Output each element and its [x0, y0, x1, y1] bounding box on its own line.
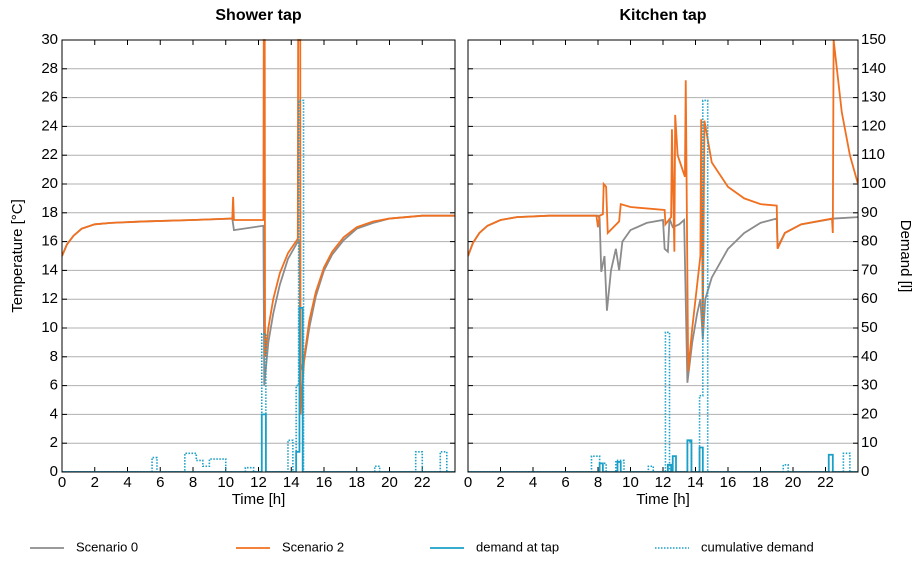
y-tick-label: 26	[41, 89, 58, 106]
y-tick-label: 22	[41, 146, 58, 163]
y2-tick-label: 70	[861, 261, 878, 278]
x-tick-label: 0	[464, 474, 472, 491]
y2-axis-label: Demand [l]	[897, 220, 914, 293]
x-tick-label: 12	[655, 474, 672, 491]
y-tick-label: 10	[41, 319, 58, 336]
x-tick-label: 2	[91, 474, 99, 491]
y2-tick-label: 30	[861, 377, 878, 394]
y2-tick-label: 100	[861, 175, 886, 192]
x-tick-label: 8	[189, 474, 197, 491]
y-tick-label: 4	[50, 405, 58, 422]
x-tick-label: 6	[156, 474, 164, 491]
plot-frame	[467, 39, 859, 473]
panel-title: Shower tap	[215, 7, 301, 24]
y-tick-label: 30	[41, 31, 58, 48]
x-tick-label: 10	[622, 474, 639, 491]
x-tick-label: 18	[348, 474, 365, 491]
x-tick-label: 20	[381, 474, 398, 491]
y2-tick-label: 120	[861, 117, 886, 134]
y-tick-label: 16	[41, 233, 58, 250]
x-tick-label: 18	[752, 474, 769, 491]
y-tick-label: 28	[41, 60, 58, 77]
x-tick-label: 8	[594, 474, 602, 491]
x-tick-label: 12	[250, 474, 267, 491]
series-line	[62, 99, 455, 472]
y2-tick-label: 110	[861, 146, 885, 163]
y2-tick-label: 130	[861, 89, 886, 106]
x-tick-label: 20	[785, 474, 802, 491]
x-tick-label: 4	[529, 474, 537, 491]
y2-tick-label: 60	[861, 290, 878, 307]
y2-tick-label: 20	[861, 405, 878, 422]
x-axis-label: Time [h]	[232, 491, 286, 508]
series-line	[468, 39, 858, 372]
x-tick-label: 22	[817, 474, 834, 491]
y2-tick-label: 10	[861, 434, 878, 451]
x-tick-label: 4	[123, 474, 131, 491]
legend-label: Scenario 2	[282, 539, 344, 554]
legend-label: demand at tap	[476, 539, 559, 554]
legend-label: Scenario 0	[76, 539, 138, 554]
y-tick-label: 6	[50, 377, 58, 394]
y2-tick-label: 140	[861, 60, 886, 77]
x-tick-label: 14	[283, 474, 300, 491]
y-tick-label: 0	[50, 463, 58, 480]
y-tick-label: 20	[41, 175, 58, 192]
x-tick-label: 0	[58, 474, 66, 491]
x-tick-label: 10	[217, 474, 234, 491]
x-tick-label: 14	[687, 474, 704, 491]
y2-tick-label: 40	[861, 348, 878, 365]
y-tick-label: 24	[41, 117, 58, 134]
x-axis-label: Time [h]	[636, 491, 690, 508]
series-line	[468, 439, 858, 472]
y2-tick-label: 90	[861, 204, 878, 221]
legend-label: cumulative demand	[701, 539, 814, 554]
y-tick-label: 14	[41, 261, 58, 278]
y2-tick-label: 0	[861, 463, 869, 480]
series-line	[468, 99, 858, 472]
y2-tick-label: 80	[861, 233, 878, 250]
x-tick-label: 16	[720, 474, 737, 491]
x-tick-label: 16	[316, 474, 333, 491]
y-tick-label: 8	[50, 348, 58, 365]
x-tick-label: 2	[496, 474, 504, 491]
panel-title: Kitchen tap	[619, 7, 706, 24]
series-line	[62, 306, 455, 472]
x-tick-label: 22	[414, 474, 431, 491]
y-tick-label: 2	[50, 434, 58, 451]
y-tick-label: 18	[41, 204, 58, 221]
y-axis-label: Temperature [°C]	[9, 199, 26, 313]
y-tick-label: 12	[41, 290, 58, 307]
series-line	[62, 39, 455, 415]
y2-tick-label: 50	[861, 319, 878, 336]
plot-frame	[61, 39, 456, 473]
x-tick-label: 6	[561, 474, 569, 491]
y2-tick-label: 150	[861, 31, 886, 48]
